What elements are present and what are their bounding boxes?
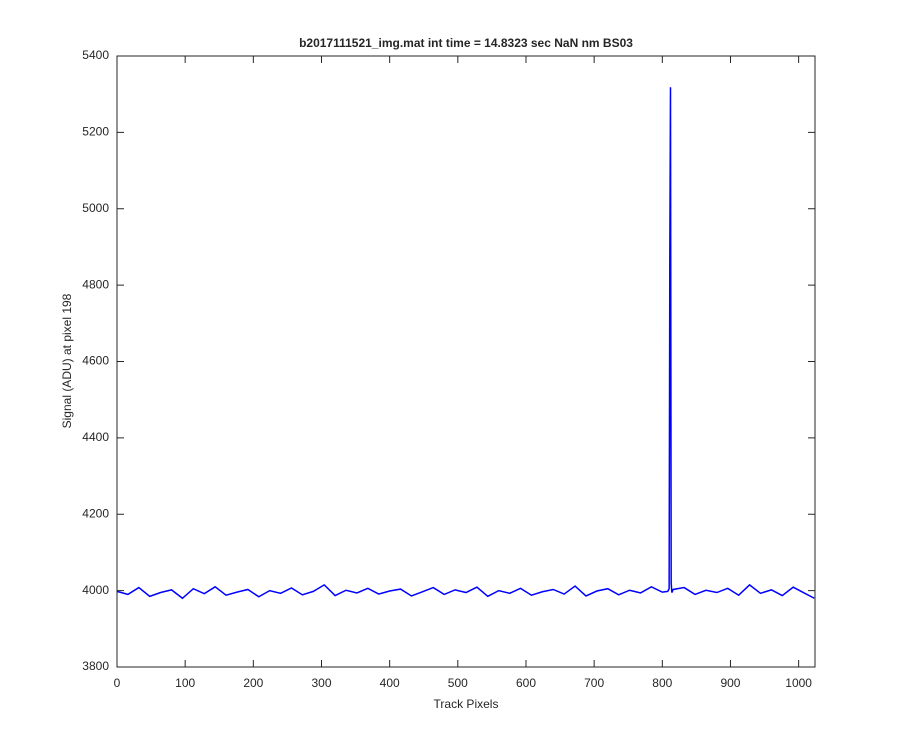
y-tick-label: 4200 xyxy=(82,506,109,520)
y-tick-label: 5200 xyxy=(82,125,109,139)
x-tick-label: 800 xyxy=(652,676,672,690)
y-tick-label: 5400 xyxy=(82,48,109,62)
x-tick-label: 900 xyxy=(720,676,740,690)
y-tick-label: 4600 xyxy=(82,354,109,368)
x-tick-label: 400 xyxy=(380,676,400,690)
y-tick-label: 4800 xyxy=(82,277,109,291)
data-line xyxy=(116,87,815,600)
x-tick-label: 300 xyxy=(311,676,331,690)
x-axis-label: Track Pixels xyxy=(434,697,499,711)
y-axis-label: Signal (ADU) at pixel 198 xyxy=(60,293,74,428)
y-tick-label: 3800 xyxy=(82,659,109,673)
x-tick-label: 600 xyxy=(516,676,536,690)
x-tick-label: 0 xyxy=(114,676,121,690)
y-tick-label: 4400 xyxy=(82,430,109,444)
y-tick-label: 4000 xyxy=(82,583,109,597)
x-tick-label: 200 xyxy=(243,676,263,690)
chart-title: b2017111521_img.mat int time = 14.8323 s… xyxy=(299,36,633,50)
x-tick-label: 100 xyxy=(175,676,195,690)
x-tick-label: 700 xyxy=(584,676,604,690)
y-tick-label: 5000 xyxy=(82,201,109,215)
x-tick-label: 1000 xyxy=(785,676,812,690)
x-tick-label: 500 xyxy=(448,676,468,690)
